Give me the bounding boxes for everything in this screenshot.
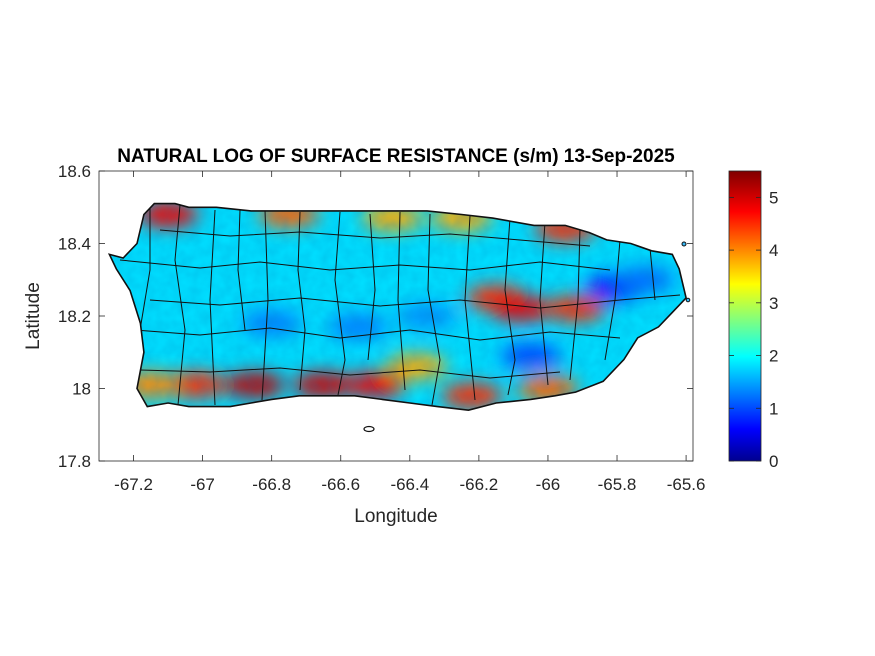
y-tick-label: 17.8 <box>58 452 91 471</box>
x-tick-label: -65.8 <box>598 475 637 494</box>
x-tick-label: -66.8 <box>252 475 291 494</box>
y-axis: 17.8 18 18.2 18.4 18.6 <box>58 162 693 471</box>
x-tick-label: -66.2 <box>460 475 499 494</box>
municipal-boundaries <box>119 204 681 406</box>
y-tick-label: 18.6 <box>58 162 91 181</box>
x-tick-label: -65.6 <box>667 475 706 494</box>
resistance-heatmap <box>109 203 687 411</box>
y-tick-label: 18.4 <box>58 235 91 254</box>
x-axis: -67.2 -67 -66.8 -66.6 -66.4 -66.2 -66 -65.8 -65.… <box>114 171 705 494</box>
colorbar-tick-label: 1 <box>769 399 778 418</box>
colorbar <box>728 170 762 462</box>
eastern-cay <box>681 241 687 247</box>
x-axis-label: Longitude <box>354 506 437 527</box>
eastern-cay <box>685 297 691 303</box>
x-tick-label: -66.6 <box>321 475 360 494</box>
y-axis-label: Latitude <box>23 282 44 350</box>
y-tick-label: 18 <box>72 380 91 399</box>
caja-de-muertos-island <box>363 425 375 433</box>
colorbar-tick-label: 3 <box>769 294 778 313</box>
colorbar-tick-label: 2 <box>769 347 778 366</box>
coastline <box>107 202 687 412</box>
colorbar-tick-label: 4 <box>769 241 778 260</box>
x-tick-label: -66.4 <box>390 475 429 494</box>
chart-title: NATURAL LOG OF SURFACE RESISTANCE (s/m) … <box>117 146 675 167</box>
colorbar-tick-label: 5 <box>769 188 778 207</box>
colorbar-tick-label: 0 <box>769 452 778 471</box>
x-tick-label: -67.2 <box>114 475 153 494</box>
y-tick-label: 18.2 <box>58 307 91 326</box>
colorbar-ticks: 0 1 2 3 4 5 <box>729 188 778 471</box>
x-tick-label: -66 <box>536 475 561 494</box>
x-tick-label: -67 <box>190 475 215 494</box>
